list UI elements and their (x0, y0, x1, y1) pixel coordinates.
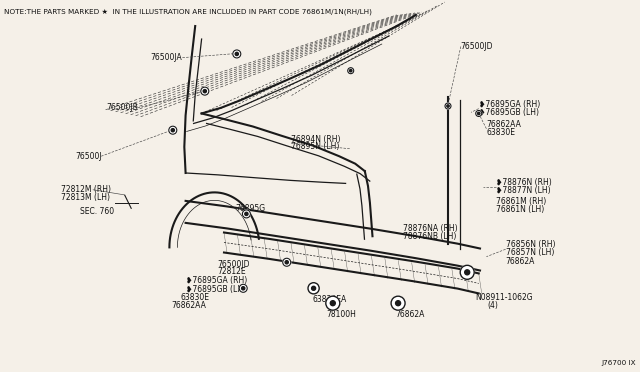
Text: (4): (4) (488, 301, 499, 310)
Text: ❥78877N (LH): ❥78877N (LH) (496, 186, 550, 195)
Text: 76857N (LH): 76857N (LH) (506, 248, 554, 257)
Circle shape (476, 110, 482, 116)
Text: 76894N (RH): 76894N (RH) (291, 135, 340, 144)
Text: J76700 IX: J76700 IX (602, 360, 636, 366)
Circle shape (245, 212, 248, 215)
Circle shape (172, 129, 174, 132)
Circle shape (465, 270, 470, 275)
Text: SEC. 760: SEC. 760 (80, 207, 114, 216)
Circle shape (285, 261, 289, 264)
Circle shape (312, 286, 316, 290)
Circle shape (236, 52, 239, 55)
Text: 76500JB: 76500JB (106, 103, 138, 112)
Text: ❥78876N (RH): ❥78876N (RH) (496, 178, 552, 187)
Circle shape (396, 301, 401, 306)
Text: 76895N (LH): 76895N (LH) (291, 142, 340, 151)
Circle shape (204, 90, 206, 93)
Text: 76861N (LH): 76861N (LH) (496, 205, 544, 214)
Text: 76500JD: 76500JD (218, 260, 250, 269)
Circle shape (242, 287, 244, 290)
Text: 72813M (LH): 72813M (LH) (61, 193, 110, 202)
Text: ❥76895GB (LH): ❥76895GB (LH) (479, 108, 539, 117)
Text: 78876NB (LH): 78876NB (LH) (403, 232, 456, 241)
Text: 76862A: 76862A (396, 310, 425, 319)
Circle shape (391, 296, 405, 310)
Circle shape (326, 296, 340, 310)
Text: N08911-1062G: N08911-1062G (475, 293, 532, 302)
Circle shape (447, 105, 449, 107)
Circle shape (348, 68, 354, 74)
Text: ❥76895GA (RH): ❥76895GA (RH) (186, 276, 247, 285)
Circle shape (349, 70, 352, 72)
Circle shape (330, 301, 335, 306)
Text: ❥76895GA (RH): ❥76895GA (RH) (479, 100, 540, 109)
Text: NOTE:THE PARTS MARKED ★  IN THE ILLUSTRATION ARE INCLUDED IN PART CODE 76861M/1N: NOTE:THE PARTS MARKED ★ IN THE ILLUSTRAT… (4, 8, 372, 15)
Text: 76862A: 76862A (506, 257, 535, 266)
Text: 63830EA: 63830EA (312, 295, 347, 304)
Text: 78100H: 78100H (326, 310, 356, 319)
Circle shape (460, 265, 474, 279)
Text: 76500JA: 76500JA (150, 53, 182, 62)
Text: 76895G: 76895G (236, 204, 266, 213)
Circle shape (283, 258, 291, 266)
Circle shape (243, 210, 250, 218)
Text: 63830E: 63830E (486, 128, 515, 137)
Text: 63830E: 63830E (180, 293, 209, 302)
Circle shape (233, 50, 241, 58)
Text: 76500J: 76500J (76, 152, 102, 161)
Text: 76862AA: 76862AA (172, 301, 206, 310)
Text: 76856N (RH): 76856N (RH) (506, 240, 555, 249)
Text: 76500JD: 76500JD (461, 42, 493, 51)
Circle shape (239, 284, 247, 292)
Text: 72812E: 72812E (218, 267, 246, 276)
Circle shape (477, 112, 480, 115)
Text: 78876NA (RH): 78876NA (RH) (403, 224, 458, 233)
Circle shape (201, 87, 209, 95)
Text: 76861M (RH): 76861M (RH) (496, 197, 547, 206)
Circle shape (169, 126, 177, 134)
Circle shape (308, 283, 319, 294)
Text: ❥76895GB (LH): ❥76895GB (LH) (186, 285, 246, 294)
Text: 72812M (RH): 72812M (RH) (61, 185, 111, 194)
Circle shape (445, 103, 451, 109)
Text: 76862AA: 76862AA (486, 120, 521, 129)
